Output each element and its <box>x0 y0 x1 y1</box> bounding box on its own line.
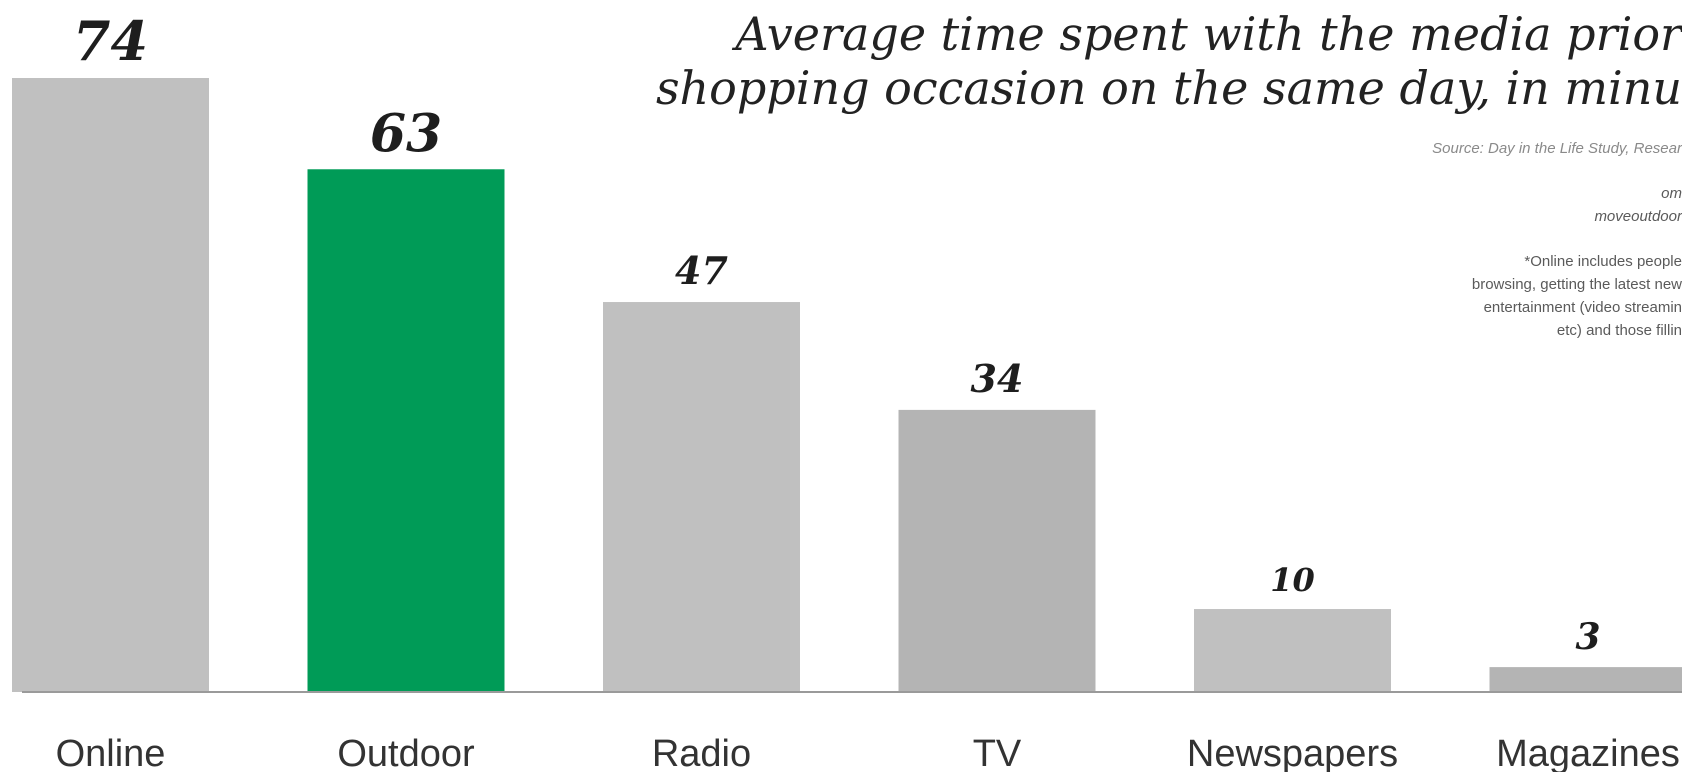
note-line-3: *Online includes people <box>1524 253 1682 270</box>
chart-title-line-1: Average time spent with the media prior <box>731 7 1682 61</box>
value-label-newspapers: 10 <box>1270 561 1315 599</box>
bar-outdoor <box>307 169 505 692</box>
value-label-tv: 34 <box>971 356 1024 401</box>
category-labels-group: Online Outdoor Radio TV Newspapers Magazines <box>56 733 1680 772</box>
note-line-1: om <box>1661 185 1682 202</box>
value-label-online: 74 <box>73 9 148 73</box>
note-line-4: browsing, getting the latest new <box>1472 276 1682 293</box>
category-label-tv: TV <box>973 733 1022 772</box>
bar-newspapers <box>1194 609 1391 692</box>
category-label-online: Online <box>56 733 166 772</box>
note-line-2: moveoutdoor <box>1594 208 1682 225</box>
value-labels-group: 74 63 47 34 10 3 <box>73 9 1601 658</box>
bar-tv <box>898 409 1096 692</box>
category-label-newspapers: Newspapers <box>1187 733 1398 772</box>
note-line-5: entertainment (video streamin <box>1484 299 1682 316</box>
bar-magazines <box>1489 667 1682 692</box>
category-label-outdoor: Outdoor <box>337 733 475 772</box>
bar-online <box>12 78 209 692</box>
value-label-radio: 47 <box>675 248 728 293</box>
source-note: Source: Day in the Life Study, Resear <box>1432 140 1682 157</box>
bars-group <box>12 78 1682 692</box>
category-label-magazines: Magazines <box>1496 733 1680 772</box>
value-label-outdoor: 63 <box>370 103 442 164</box>
chart-title-line-2: shopping occasion on the same day, in mi… <box>656 61 1682 115</box>
value-label-magazines: 3 <box>1575 616 1600 658</box>
bar-radio <box>603 302 800 692</box>
note-line-6: etc) and those fillin <box>1557 322 1682 339</box>
category-label-radio: Radio <box>652 733 751 772</box>
